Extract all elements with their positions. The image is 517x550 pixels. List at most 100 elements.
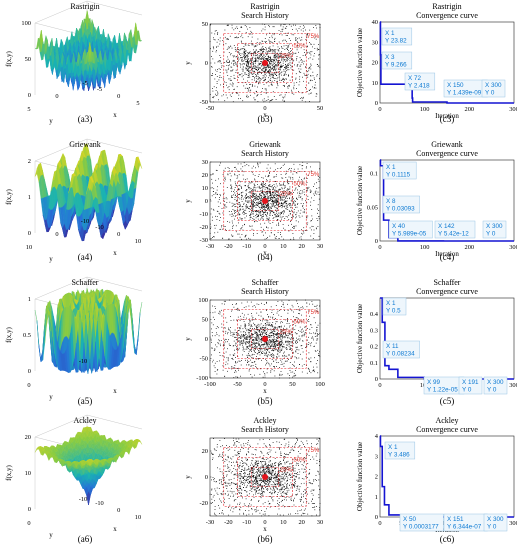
datatip: X 1Y 23.82	[381, 27, 413, 46]
y-tick-label: 0	[205, 198, 208, 205]
x-tick-label: -100	[204, 381, 216, 388]
datatip-y: Y 0.1115	[386, 172, 411, 179]
datatip: X 3Y 9.266	[381, 51, 413, 70]
percentile-label: 25%	[280, 191, 293, 197]
y-tick-label: 0.3	[370, 327, 378, 334]
percentile-box	[250, 190, 280, 212]
y-tick-label: 0	[375, 238, 378, 245]
y-axis-label: Objective function value	[356, 442, 364, 511]
x-tick-label: 100	[420, 106, 430, 113]
search-points	[209, 161, 321, 240]
y-axis-label: Objective function value	[356, 28, 364, 97]
datatip-x: X 1	[386, 300, 396, 307]
datatip: X 1Y 0.5	[382, 297, 407, 316]
panel-caption: (c6)	[440, 534, 455, 544]
y-tick-label: -20	[199, 500, 208, 507]
z-tick-label: 2	[28, 158, 31, 165]
datatip: X 11Y 0.08234	[382, 340, 420, 359]
datatip: X 8Y 0.03093	[382, 195, 420, 214]
y-tick-label: 50	[202, 21, 208, 28]
datatip-y: Y 5.989e-05	[392, 231, 427, 238]
z-tick-label: 1	[28, 296, 31, 303]
y-tick-label: 30	[372, 39, 378, 46]
percentile-label: 25%	[280, 53, 293, 59]
x-tick-label: 0	[117, 93, 120, 100]
chart-title: Ackley	[435, 416, 458, 425]
x-tick-label: 50	[317, 105, 323, 112]
datatip: X 72Y 2.418	[404, 72, 436, 91]
y-tick-label: 1	[375, 494, 378, 501]
y-axis-label: y	[184, 199, 192, 203]
datatip-y: Y 0	[485, 90, 495, 97]
z-tick-label: 1	[28, 194, 31, 201]
percentile-label: 50%	[294, 44, 307, 50]
z-tick-label: 0	[28, 506, 31, 513]
y-tick-label: 100	[198, 297, 208, 304]
y-tick-label: 40	[372, 19, 378, 26]
datatip-y: Y 0.5	[386, 308, 401, 315]
z-axis-label: f(x,y)	[5, 326, 13, 342]
percentile-label: 75%	[307, 172, 320, 178]
y-axis-label: y	[184, 475, 192, 479]
panel-caption: (a3)	[78, 114, 93, 124]
y-tick-label: 0.1	[370, 360, 378, 367]
y-tick-label: -50	[199, 356, 208, 363]
x-axis-label: x	[113, 525, 117, 533]
y-axis-label: y	[184, 61, 192, 65]
chart-title: Schaffer	[72, 278, 99, 287]
chart-title: Ackley	[253, 416, 276, 425]
surface-mesh	[34, 287, 143, 374]
percentile-box	[223, 447, 307, 507]
x-tick-label: 10	[280, 243, 286, 250]
y-tick-label: 0.2	[370, 344, 378, 351]
z-tick-label: 0	[28, 92, 31, 99]
x-tick-label: 0	[378, 106, 381, 113]
y-tick-label: -50	[199, 99, 208, 106]
y-tick-label: 10	[372, 80, 378, 87]
datatip-y: Y 23.82	[385, 38, 407, 45]
z-tick-label: 10	[25, 470, 31, 477]
y-tick-label: 20	[372, 60, 378, 67]
chart-title: Rastrigin	[250, 2, 279, 11]
y-tick-label: -10	[81, 218, 90, 225]
y-tick-label: -10	[199, 211, 208, 218]
panel-caption: (c4)	[440, 252, 455, 262]
x-tick-label: 20	[298, 243, 304, 250]
datatip-x: X 142	[438, 223, 455, 230]
panel-caption: (c3)	[440, 114, 455, 124]
chart-title: Rastrigin	[432, 2, 461, 11]
percentile-box	[223, 171, 307, 231]
percentile-label: 75%	[307, 310, 320, 316]
x-tick-label: -30	[206, 519, 215, 526]
x-tick-label: 20	[298, 519, 304, 526]
convergence-line	[379, 21, 514, 104]
y-tick-label: 10	[26, 244, 32, 251]
datatip-x: X 8	[386, 198, 396, 205]
y-axis-label: y	[49, 531, 53, 539]
datatip-y: Y 0	[462, 387, 472, 394]
datatip-x: X 1	[386, 164, 396, 171]
y-tick-label: 30	[202, 159, 208, 166]
surface-mesh	[34, 143, 143, 242]
z-tick-label: 100	[21, 20, 31, 27]
x-tick-label: 300	[509, 244, 517, 251]
x-tick-label: 300	[509, 106, 517, 113]
datatip-y: Y 2.418	[408, 83, 430, 90]
x-tick-label: 300	[509, 382, 517, 389]
x-axis-label: x	[263, 249, 267, 257]
z-tick-label: 20	[25, 434, 31, 441]
y-tick-label: 20	[202, 172, 208, 179]
chart-title: Griewank	[69, 140, 101, 149]
z-axis-label: f(x,y)	[5, 464, 13, 480]
z-tick-label: 0	[28, 230, 31, 237]
x-tick-label: -50	[206, 105, 215, 112]
percentile-label: 50%	[294, 320, 307, 326]
x-axis-label: x	[113, 111, 117, 119]
x-axis-label: x	[113, 249, 117, 257]
